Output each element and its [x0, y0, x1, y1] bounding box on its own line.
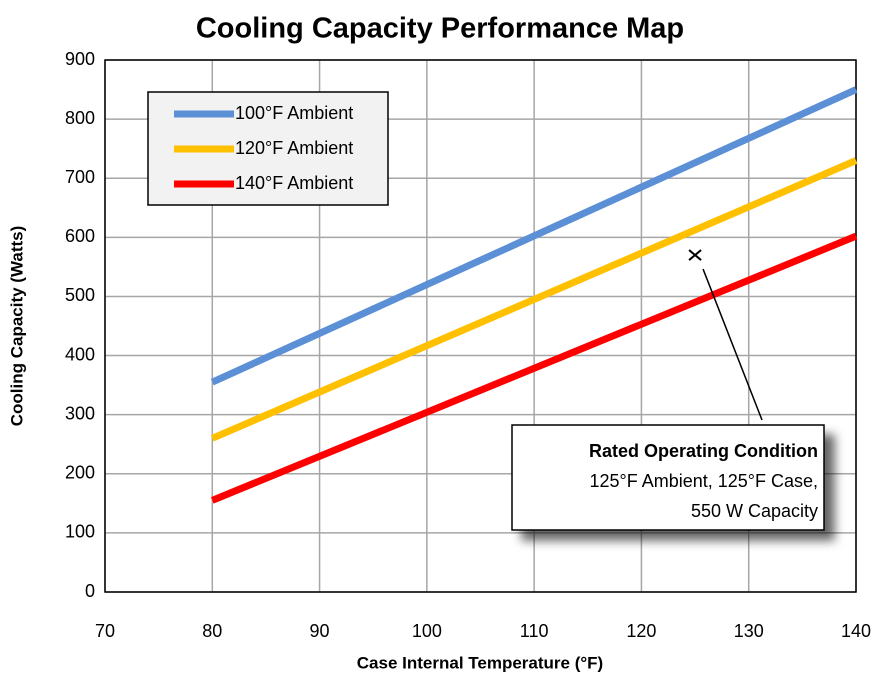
marker: [688, 249, 702, 261]
annotation-text: 125°F Ambient, 125°F Case,: [589, 471, 818, 491]
y-tick-label: 200: [65, 463, 95, 483]
x-tick-label: 70: [95, 621, 115, 641]
x-axis-label: Case Internal Temperature (°F): [357, 653, 603, 672]
y-tick-label: 100: [65, 522, 95, 542]
legend-label: 120°F Ambient: [235, 138, 353, 158]
legend: 100°F Ambient 120°F Ambient 140°F Ambient: [147, 91, 389, 206]
legend-label: 100°F Ambient: [235, 103, 353, 123]
y-tick-label: 300: [65, 403, 95, 423]
x-tick-label: 120: [626, 621, 656, 641]
y-tick-label: 0: [85, 581, 95, 601]
y-tick-label: 900: [65, 49, 95, 69]
y-tick-label: 400: [65, 344, 95, 364]
leader-line: [702, 268, 763, 421]
y-tick-label: 600: [65, 226, 95, 246]
x-tick-label: 90: [310, 621, 330, 641]
x-tick-label: 80: [202, 621, 222, 641]
y-axis-label: Cooling Capacity (Watts): [7, 226, 26, 427]
x-tick-label: 100: [412, 621, 442, 641]
x-tick-label: 140: [841, 621, 871, 641]
series-line: [210, 232, 858, 504]
y-tick-label: 500: [65, 285, 95, 305]
annotation-title: Rated Operating Condition: [589, 441, 818, 461]
plot-frame: [104, 59, 857, 593]
y-tick-label: 800: [65, 108, 95, 128]
annotation-text: 550 W Capacity: [691, 501, 818, 521]
annotation-box: [511, 424, 825, 531]
x-tick-label: 110: [520, 621, 549, 641]
legend-label: 140°F Ambient: [235, 173, 353, 193]
chart-title: Cooling Capacity Performance Map: [196, 13, 684, 45]
y-tick-label: 700: [65, 167, 95, 187]
series-line: [210, 86, 858, 386]
series-line: [210, 157, 858, 442]
x-tick-label: 130: [734, 621, 764, 641]
